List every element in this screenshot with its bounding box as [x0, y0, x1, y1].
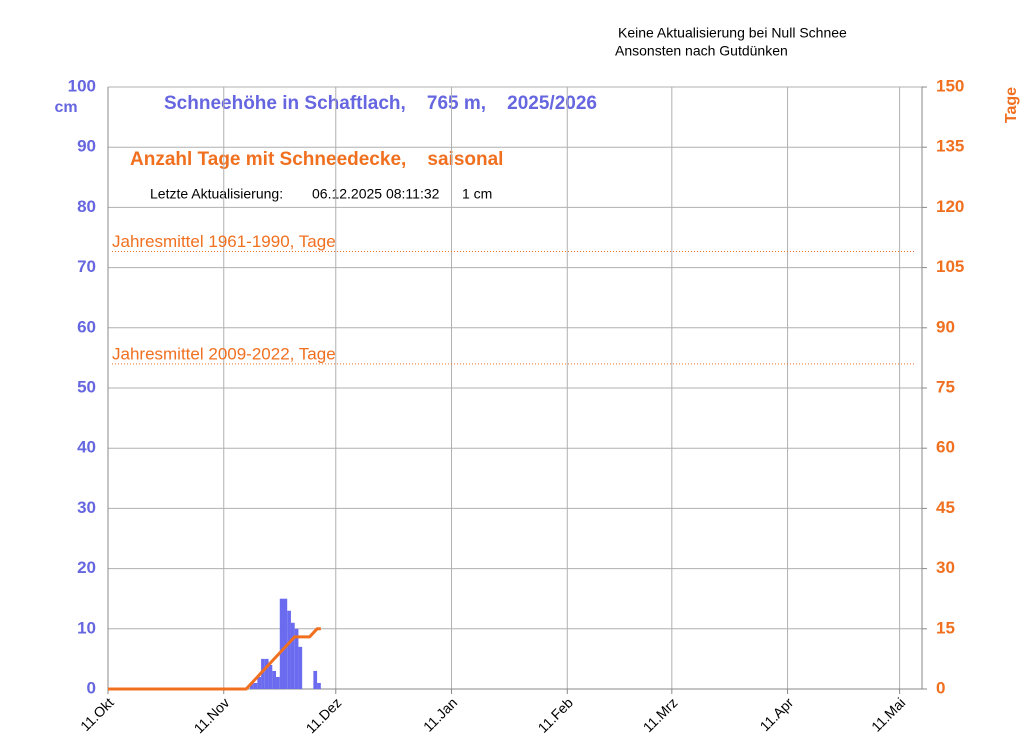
y2-tick-label: 120	[936, 197, 964, 216]
reference-label: Jahresmittel 2009-2022, Tage	[112, 344, 336, 363]
y2-tick-label: 90	[936, 317, 955, 336]
bar	[290, 622, 295, 689]
x-tick-label: 11.Apr	[757, 694, 797, 734]
y-tick-label: 10	[77, 618, 96, 637]
note: Ansonsten nach Gutdünken	[615, 43, 788, 59]
bar	[264, 658, 269, 689]
x-tick-label: 11.Okt	[77, 694, 117, 734]
chart-title: Schneehöhe in Schaftlach, 765 m, 2025/20…	[164, 93, 597, 114]
bar	[261, 658, 265, 689]
y-tick-label: 40	[77, 438, 96, 457]
update-value: 1 cm	[462, 186, 492, 202]
x-tick-label: 11.Mai	[868, 694, 908, 734]
bar	[249, 682, 254, 689]
bar	[279, 598, 284, 689]
x-tick-label: 11.Feb	[535, 694, 577, 736]
y-tick-label: 60	[77, 317, 96, 336]
reference-label: Jahresmittel 1961-1990, Tage	[112, 232, 336, 251]
y-tick-label: 70	[77, 257, 96, 276]
y-tick-label: 20	[77, 558, 96, 577]
bar	[272, 670, 277, 689]
y2-tick-label: 75	[936, 377, 955, 396]
y2-tick-label: 60	[936, 438, 955, 457]
update-time: 06.12.2025 08:11:32	[312, 186, 440, 202]
y-tick-label: 0	[87, 678, 96, 697]
bar	[257, 676, 262, 689]
bar	[313, 670, 318, 689]
y2-tick-label: 30	[936, 558, 955, 577]
bar	[294, 628, 299, 689]
y-tick-label: 80	[77, 197, 96, 216]
y2-tick-label: 135	[936, 137, 964, 156]
y-tick-label: 100	[68, 76, 96, 95]
bar	[253, 682, 258, 689]
y2-tick-label: 150	[936, 76, 964, 95]
y2-axis-label: Tage	[1003, 87, 1020, 123]
y2-tick-label: 45	[936, 498, 955, 517]
bar	[276, 676, 280, 689]
x-tick-label: 11.Nov	[191, 694, 233, 736]
bar	[287, 610, 291, 689]
x-tick-label: 11.Jan	[420, 694, 460, 734]
chart-subtitle: Anzahl Tage mit Schneedecke, saisonal	[130, 149, 503, 170]
update-label: Letzte Aktualisierung:	[150, 186, 283, 202]
y2-tick-label: 15	[936, 618, 955, 637]
x-tick-label: 11.Mrz	[640, 694, 681, 735]
y2-tick-label: 0	[936, 678, 945, 697]
y-tick-label: 90	[77, 137, 96, 156]
bar	[317, 682, 321, 689]
y-axis-label: cm	[54, 99, 77, 116]
line	[108, 627, 321, 691]
bar	[283, 598, 288, 689]
bar	[268, 664, 273, 689]
bar	[298, 646, 303, 689]
note: Keine Aktualisierung bei Null Schnee	[618, 25, 847, 41]
y-tick-label: 50	[77, 377, 96, 396]
y2-tick-label: 105	[936, 257, 964, 276]
x-tick-label: 11.Dez	[303, 694, 345, 736]
y-tick-label: 30	[77, 498, 96, 517]
